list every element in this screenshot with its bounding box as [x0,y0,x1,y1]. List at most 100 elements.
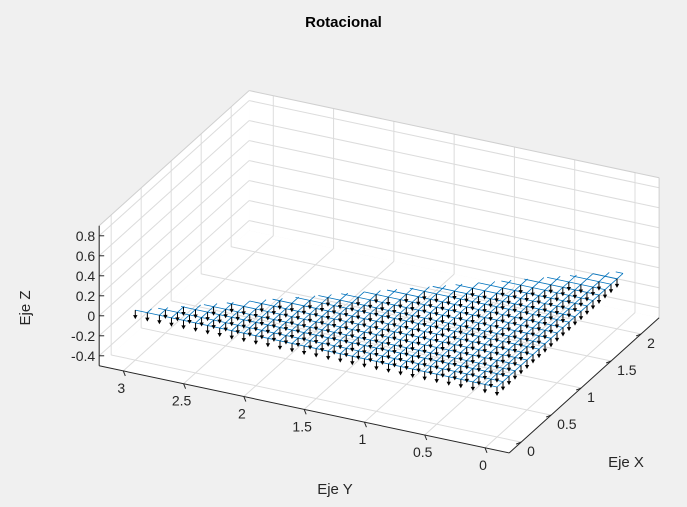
vector-head [458,384,464,389]
y-tick-mark [183,383,187,389]
vector-head [392,350,397,355]
x-tick-label: 1 [587,389,595,405]
vector-head [470,333,475,338]
vector-head [356,329,361,334]
vector-head [500,306,505,311]
vector-head [530,292,535,297]
y-tick-mark [122,370,126,377]
vector-head [530,319,536,324]
surface-line [352,286,430,357]
z-tick-label: -0.2 [71,328,95,344]
vector-head [518,356,524,361]
vector-head [386,302,391,307]
vector-head [343,326,349,331]
vector-head [554,311,560,316]
vector-head [205,317,210,322]
vector-head [482,322,487,327]
vector-head [434,379,439,384]
vector-head [476,368,482,373]
pane-edge [98,90,250,227]
vector-head [482,335,487,340]
vector-head [380,307,385,312]
grid-line [98,180,250,317]
vector-head [404,352,409,357]
y-tick-label: 2 [238,406,246,422]
vector-head [584,297,590,302]
vector-head [434,312,439,317]
vector-head [512,308,517,313]
grid-line [249,180,660,269]
vector-head [434,325,439,330]
vector-head [518,330,524,335]
vector-head [482,376,488,381]
vector-head [301,310,307,315]
grid-line [98,100,250,237]
vector-head [506,354,512,359]
vector-head [548,289,553,294]
vector-head [536,354,542,359]
vector-head [488,303,493,308]
vector-head [566,327,572,332]
vector-head [428,317,433,322]
vector-head [271,337,277,342]
y-tick-label: 0 [479,457,487,473]
vector-head [337,305,343,310]
vector-head [602,294,608,299]
vector-head [265,329,271,334]
vector-head [398,371,403,376]
vector-head [494,325,499,330]
vector-head [464,311,469,316]
vector-head [488,384,494,389]
vector-head [416,355,421,360]
vector-head [187,319,192,324]
surface-line [327,288,398,352]
vector-head [338,358,343,363]
vector-head [488,357,494,362]
vector-head [446,381,451,386]
vector-head [560,305,566,310]
vector-head [542,295,547,300]
vector-head [530,332,536,337]
x-tick-label: 1.5 [617,362,637,378]
surface-line [226,302,522,366]
y-tick-mark [484,447,488,454]
grid-line [249,160,660,249]
vector-head [434,339,439,344]
vector-head [482,389,488,394]
vector-head [313,313,319,318]
vector-head [362,363,367,368]
vector-head [440,333,445,338]
vector-head [476,301,481,306]
vector-head [500,346,506,351]
surface-line [484,272,610,385]
vector-head [145,317,150,322]
vector-head [470,386,476,391]
surface-line [376,283,463,362]
x-tick-mark [605,360,612,364]
vector-head [428,371,433,376]
vector-head [319,321,325,326]
vector-head [422,336,427,341]
vector-head [560,319,566,324]
vector-head [470,360,475,365]
vector-head [404,325,409,330]
grid-line [98,120,250,257]
vector-head [301,350,307,355]
vector-head [452,349,457,354]
vector-head [410,307,415,312]
pane-edge [249,90,660,179]
vector-head [494,378,500,383]
vector-head [362,323,367,328]
vector-head [241,311,246,316]
vector-head [422,309,427,314]
vector-head [452,336,457,341]
vector-head [373,299,379,304]
vector-head [199,322,204,327]
vector-head [476,354,481,359]
vector-head [434,352,439,357]
vector-head [470,293,475,298]
vector-head [428,357,433,362]
vector-head [488,370,494,375]
